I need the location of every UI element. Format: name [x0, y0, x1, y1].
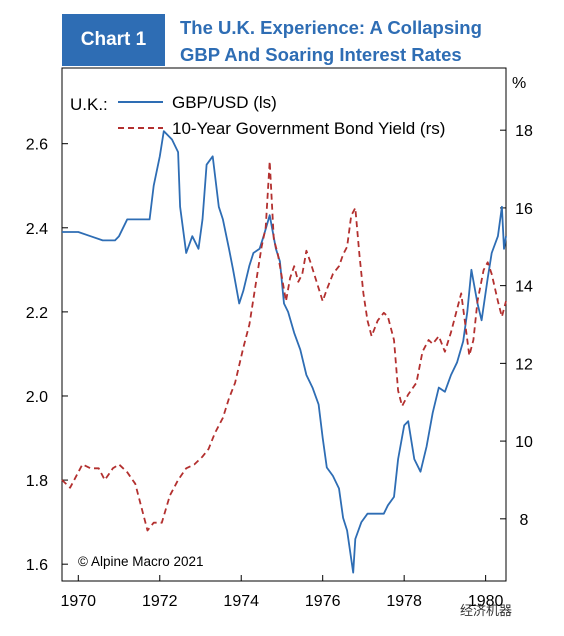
left-tick-label-2.2: 2.2: [26, 305, 48, 322]
left-tick-label-1.6: 1.6: [26, 557, 48, 574]
plot-frame: [61, 67, 507, 582]
legend-label-gbp-usd: GBP/USD (ls): [172, 93, 277, 112]
left-tick-label-2.4: 2.4: [26, 221, 48, 238]
chart-title-line-2: GBP And Soaring Interest Rates: [180, 44, 462, 65]
x-tick-label-1972: 1972: [142, 593, 178, 610]
right-tick-label-14: 14: [515, 279, 533, 296]
x-tick-label-1974: 1974: [223, 593, 259, 610]
x-tick-label-1970: 1970: [60, 593, 96, 610]
x-axis: 1970 1972 1974 1976 1978 1980: [60, 575, 504, 610]
series-layer: [61, 130, 507, 574]
chart-title-line-1: The U.K. Experience: A Collapsing: [180, 17, 482, 38]
legend-title: U.K.:: [70, 95, 108, 114]
right-axis-unit: %: [512, 75, 526, 92]
left-y-axis: 1.6 1.8 2.0 2.2 2.4 2.6: [26, 137, 68, 574]
right-tick-label-10: 10: [515, 434, 533, 451]
right-tick-label-16: 16: [515, 201, 533, 218]
series-line-gbp-usd: [62, 130, 507, 574]
watermark-text: 经济机器: [460, 604, 513, 619]
left-tick-label-1.8: 1.8: [26, 473, 48, 490]
right-tick-label-8: 8: [520, 512, 529, 529]
right-y-axis: 8 10 12 14 16 18: [500, 123, 533, 529]
x-tick-label-1978: 1978: [386, 593, 422, 610]
x-tick-label-1976: 1976: [305, 593, 341, 610]
left-tick-label-2.0: 2.0: [26, 389, 48, 406]
right-tick-label-18: 18: [515, 123, 533, 140]
left-tick-label-2.6: 2.6: [26, 137, 48, 154]
copyright-footnote: © Alpine Macro 2021: [78, 554, 204, 569]
legend-label-bond-yield: 10-Year Government Bond Yield (rs): [172, 119, 445, 138]
right-tick-label-12: 12: [515, 356, 533, 373]
chart-number-badge: Chart 1: [62, 14, 165, 66]
legend: U.K.: GBP/USD (ls) 10-Year Government Bo…: [70, 93, 445, 138]
chart-title: The U.K. Experience: A Collapsing GBP An…: [180, 14, 560, 68]
x-tick-label-1980: 1980: [468, 593, 504, 610]
series-line-bond-yield: [61, 160, 507, 532]
